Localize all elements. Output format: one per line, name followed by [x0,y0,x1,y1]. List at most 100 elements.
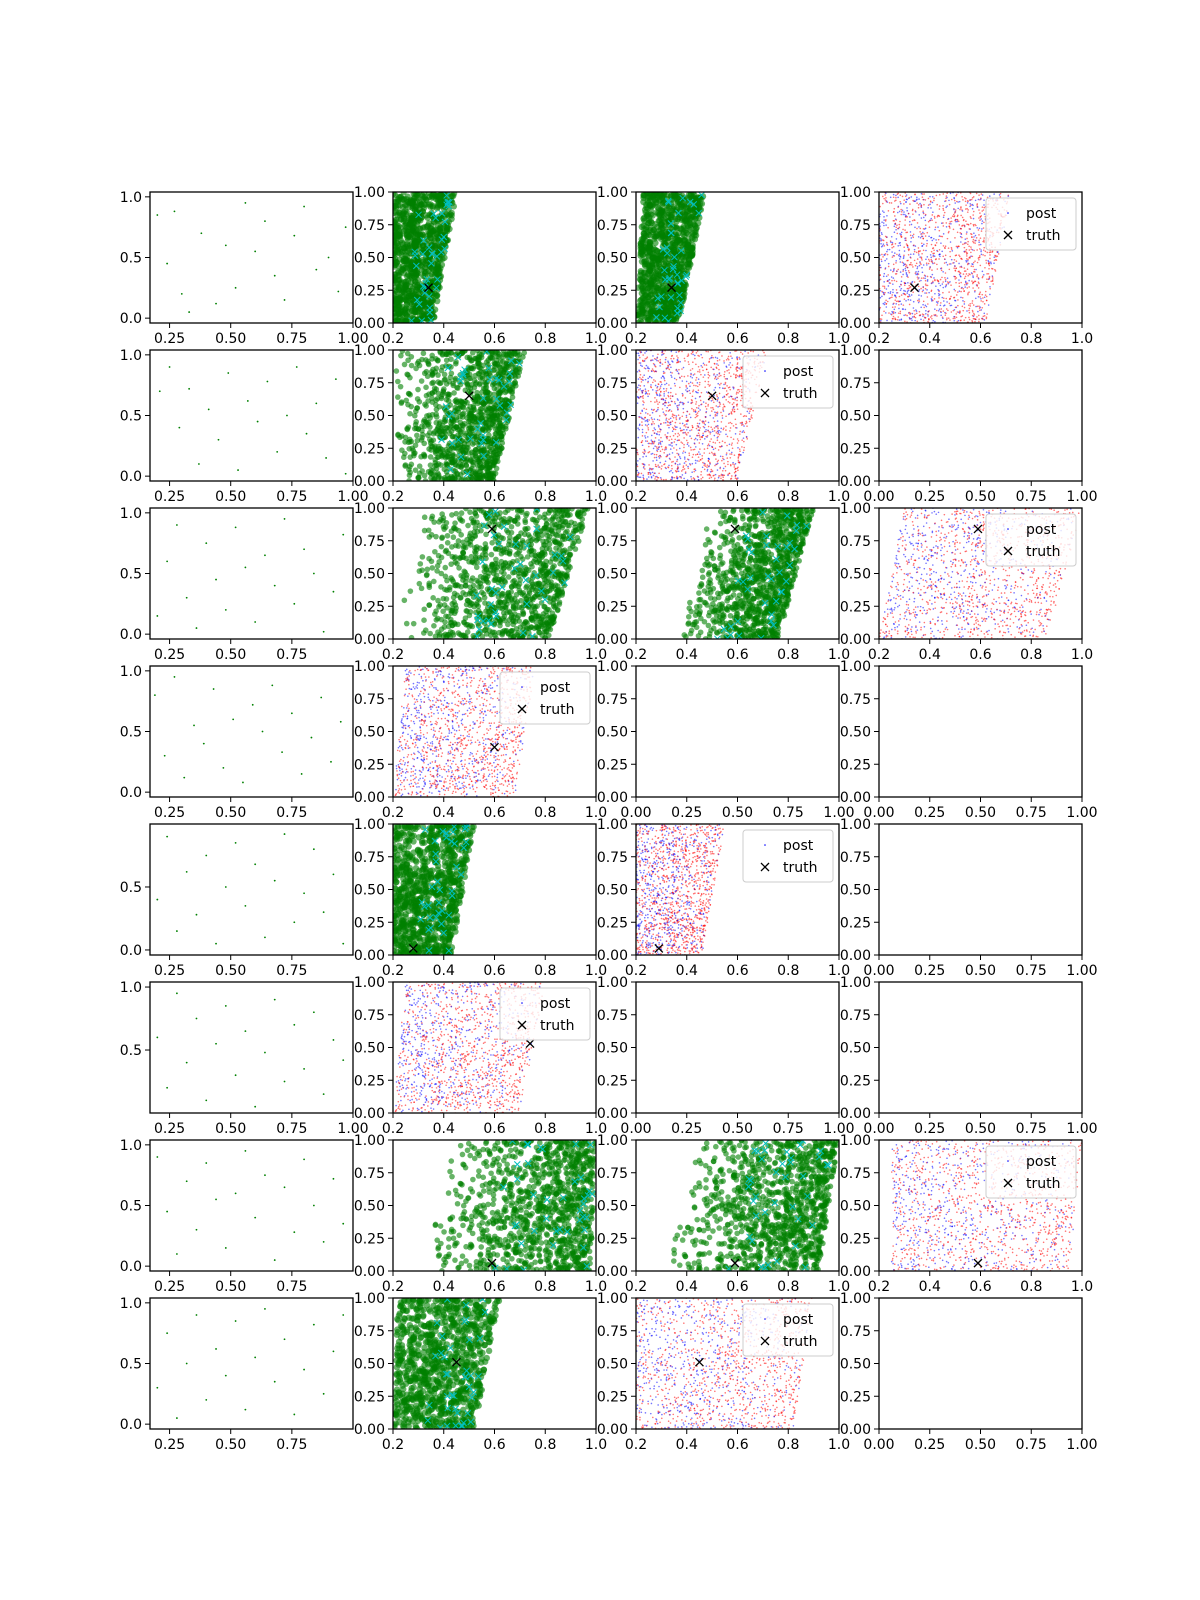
truth-marker [910,283,919,293]
posterior-point [923,316,926,319]
posterior-point [664,404,666,407]
posterior-point [694,453,697,456]
posterior-point [421,440,427,447]
posterior-point [979,296,981,298]
posterior-point [916,227,918,230]
posterior-point [941,316,944,318]
data-point [266,380,269,383]
posterior-point [953,296,955,299]
posterior-point [945,297,948,300]
posterior-point [933,314,935,316]
y-tick-label: 1.0 [120,190,142,206]
posterior-point [679,287,686,294]
posterior-point [904,314,907,316]
posterior-point [677,432,680,435]
posterior-point [938,293,941,296]
posterior-point [889,291,892,293]
posterior-point [882,202,884,205]
posterior-point [925,249,927,252]
posterior-point [670,247,677,255]
posterior-point [930,315,933,317]
posterior-point [749,418,752,421]
posterior-point [429,352,435,359]
posterior-point [924,224,927,226]
posterior-point [937,238,940,241]
posterior-point [930,250,933,253]
posterior-point [942,225,945,227]
posterior-point [446,391,453,398]
posterior-point [687,251,695,259]
posterior-point [978,318,980,320]
posterior-point [892,263,895,266]
plot-area [158,366,347,475]
posterior-point [913,219,916,222]
posterior-point [921,313,924,315]
posterior-point [886,253,889,256]
posterior-point [938,229,941,232]
posterior-point [655,392,658,395]
posterior-point [716,398,719,401]
posterior-point [740,388,743,391]
posterior-point [425,360,432,367]
prior-sample-marker [428,250,436,257]
posterior-point [920,204,923,207]
posterior-point [491,391,497,398]
posterior-point [736,442,739,444]
posterior-point [963,303,966,305]
posterior-point [994,268,996,271]
posterior-point [407,299,414,306]
posterior-point [949,192,952,195]
posterior-point [940,308,943,310]
posterior-point [681,415,684,418]
posterior-point [967,304,970,306]
posterior-point [897,192,900,195]
posterior-point [636,449,638,451]
posterior-point [918,226,920,228]
posterior-point [925,292,928,294]
posterior-point [974,199,977,202]
posterior-point [893,210,895,213]
posterior-point [660,383,663,386]
posterior-point [407,250,415,257]
posterior-point [911,319,913,322]
posterior-point [899,312,902,315]
posterior-point [956,200,958,203]
posterior-point [708,477,711,480]
posterior-point [965,233,968,235]
posterior-point [932,211,934,213]
posterior-point [660,436,662,439]
posterior-point [906,314,908,317]
posterior-point [653,456,656,459]
x-tick-label: 0.6 [483,489,505,505]
posterior-point [895,289,898,291]
posterior-point [710,476,713,479]
posterior-point [897,244,900,247]
posterior-point [939,284,942,287]
posterior-point [467,416,473,422]
posterior-point [490,417,496,423]
posterior-point [938,235,941,237]
posterior-point [636,302,643,309]
prior-sample-marker [438,436,445,444]
posterior-point [700,353,702,356]
posterior-point [434,261,442,268]
posterior-point [946,277,949,279]
posterior-point [907,281,909,284]
posterior-point [991,250,994,252]
y-tick-label: 0.50 [354,409,385,425]
posterior-point [419,256,427,264]
posterior-point [956,220,959,223]
posterior-point [415,386,421,393]
posterior-point [968,249,971,251]
posterior-point [895,199,897,202]
x-tick-label: 0.2 [382,331,404,347]
posterior-point [923,203,925,206]
posterior-point [955,294,958,296]
posterior-point [697,389,700,391]
posterior-point [926,296,929,298]
posterior-point [428,438,435,445]
posterior-point [653,247,661,255]
posterior-point [400,192,407,196]
posterior-point [893,225,896,228]
posterior-point [938,289,940,292]
